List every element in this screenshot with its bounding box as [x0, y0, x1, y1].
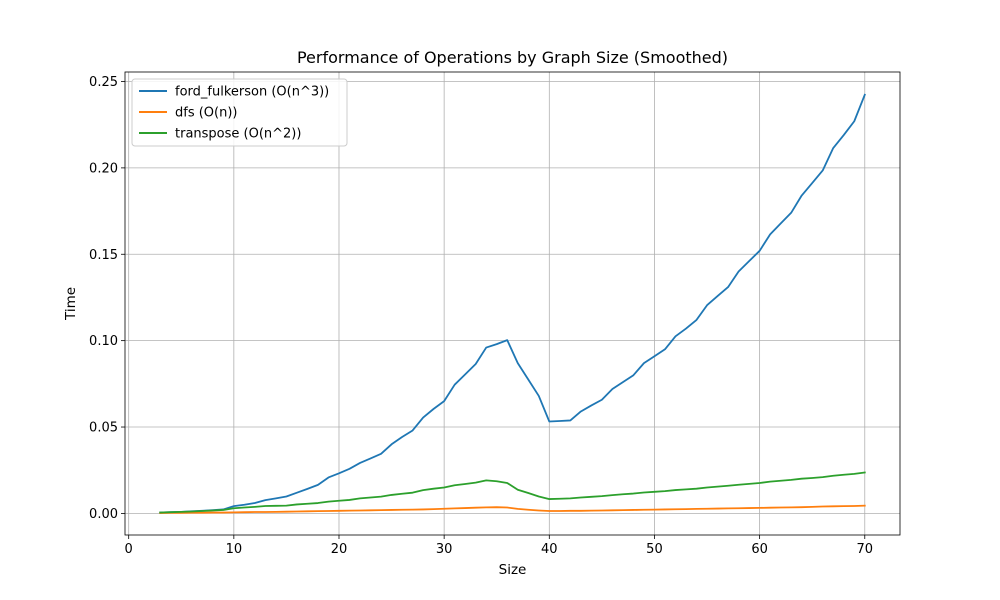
x-tick-label: 20 [331, 542, 348, 557]
x-tick-label: 50 [646, 542, 663, 557]
x-tick-label: 40 [541, 542, 558, 557]
y-tick-label: 0.20 [89, 161, 118, 176]
x-tick-label: 60 [751, 542, 768, 557]
axis-ticks: 0 10 20 30 40 50 60 70 0.00 0.05 0.10 0.15 0.20 0.25 [89, 75, 873, 557]
plot-frame [124, 71, 901, 536]
y-axis-title: Time [63, 287, 79, 321]
transpose-line [159, 471, 866, 514]
x-tick-label: 0 [125, 542, 133, 557]
y-tick-label: 0.05 [89, 421, 118, 436]
legend: ford_fulkerson (O(n^3)) dfs (O(n)) trans… [131, 78, 348, 147]
legend-label-ford-fulkerson: ford_fulkerson (O(n^3)) [175, 85, 329, 100]
legend-box [131, 78, 348, 147]
plot-area [125, 72, 900, 535]
dfs-line [159, 504, 866, 514]
grid-lines [125, 72, 900, 535]
y-tick-label: 0.00 [89, 507, 118, 522]
y-tick-label: 0.10 [89, 334, 118, 349]
x-tick-label: 30 [436, 542, 453, 557]
legend-label-transpose: transpose (O(n^2)) [175, 127, 301, 142]
legend-label-dfs: dfs (O(n)) [175, 106, 238, 121]
x-tick-label: 70 [856, 542, 873, 557]
y-tick-label: 0.15 [89, 248, 118, 263]
ford-fulkerson-line [159, 93, 866, 514]
x-axis-title: Size [499, 562, 527, 578]
y-tick-label: 0.25 [89, 75, 118, 90]
series-lines [159, 93, 866, 514]
x-tick-label: 10 [226, 542, 243, 557]
chart-title: Performance of Operations by Graph Size … [297, 48, 728, 67]
